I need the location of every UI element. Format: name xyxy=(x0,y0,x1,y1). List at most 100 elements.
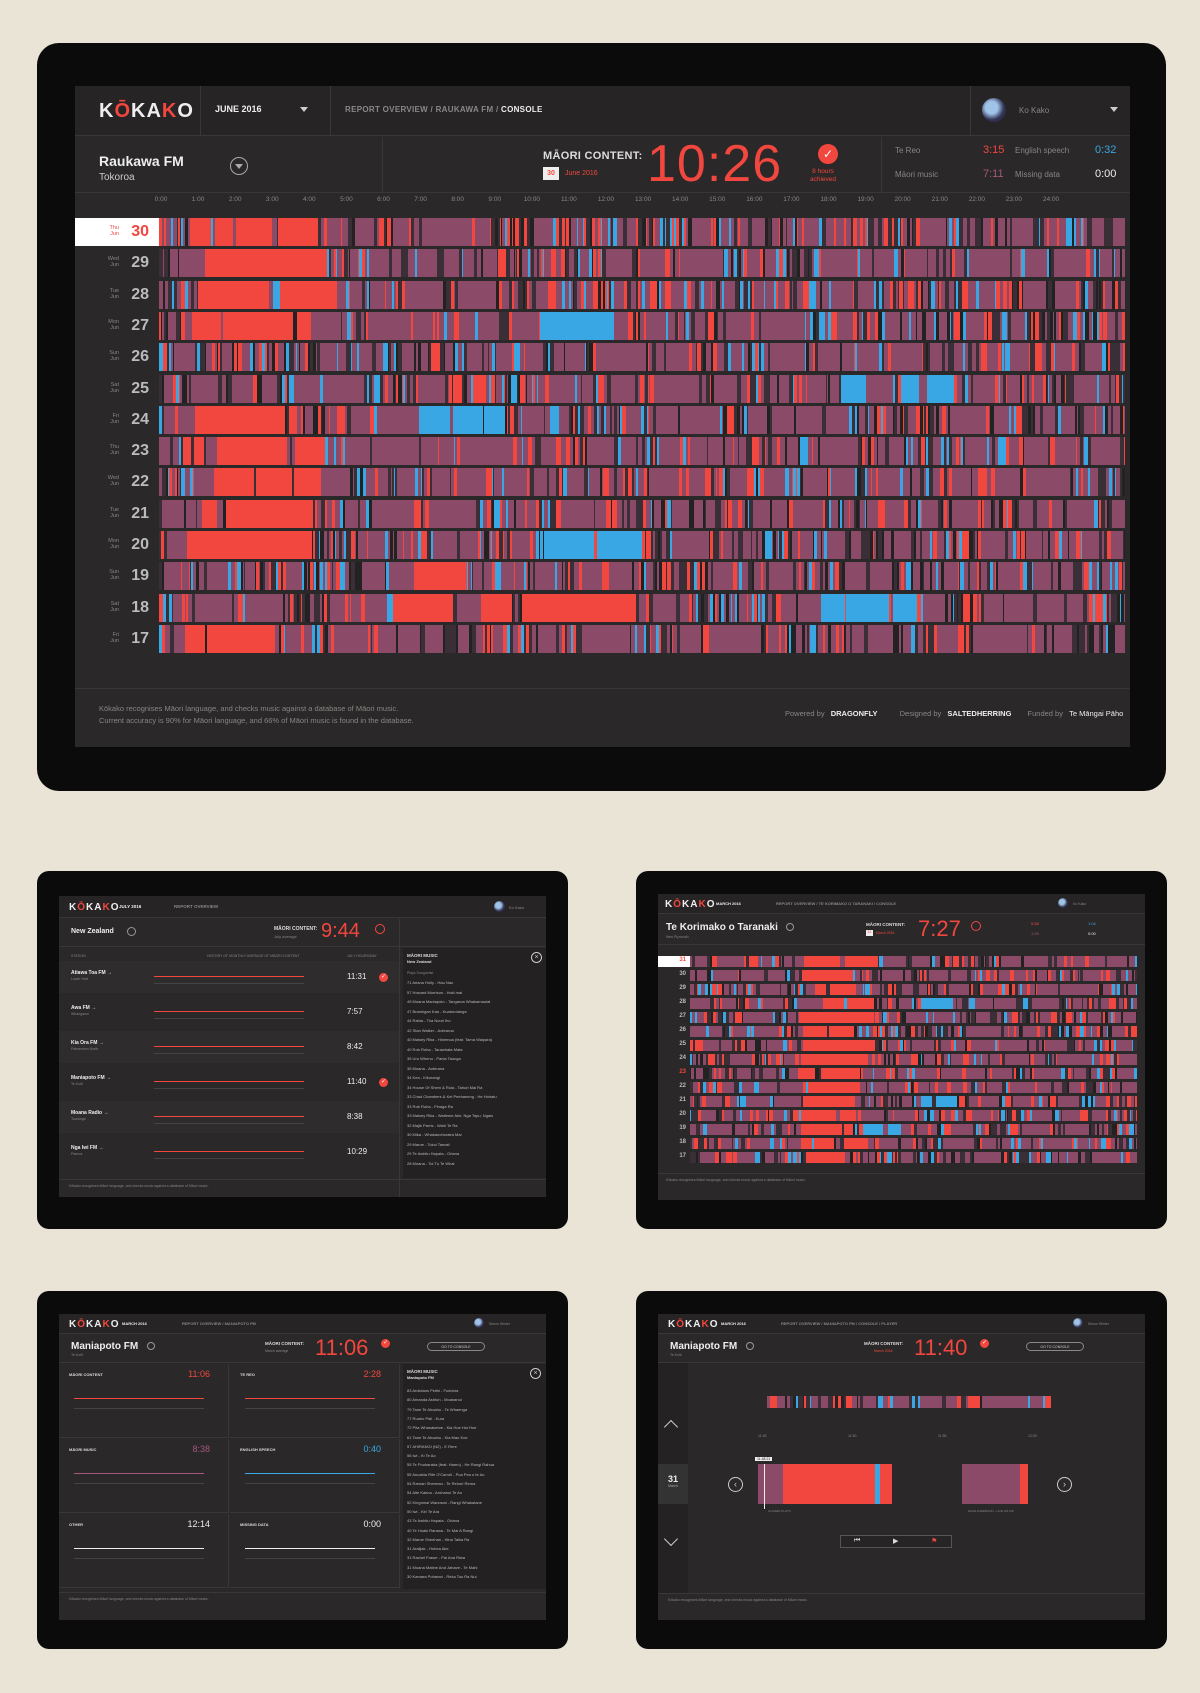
console2-day-label[interactable]: 19 xyxy=(658,1124,690,1135)
console2-day-label[interactable]: 29 xyxy=(658,984,690,995)
heatmap-row[interactable] xyxy=(159,593,1125,622)
station-row[interactable]: Moana Radio → Tauranga 8:38 xyxy=(59,1101,399,1133)
console2-heatmap-row[interactable] xyxy=(690,1040,1137,1051)
song-item[interactable]: 34 House Of Shem & Ruia - Tahuri Mai Ra xyxy=(407,1084,483,1090)
heatmap-row[interactable] xyxy=(159,311,1125,340)
day-label[interactable]: Sat Jun 18 xyxy=(75,594,159,622)
dragonfly-logo[interactable]: DRAGONFLY xyxy=(830,709,878,718)
user-name[interactable]: Ko Kako xyxy=(1019,106,1050,115)
console2-heatmap-row[interactable] xyxy=(690,956,1137,967)
console2-heatmap-row[interactable] xyxy=(690,1054,1137,1065)
heatmap-row[interactable] xyxy=(159,280,1125,309)
song-item[interactable]: 33 Chad Chambers & Kei Peehaneng - He Ho… xyxy=(407,1094,497,1099)
panel-close-icon[interactable]: × xyxy=(531,952,542,963)
heatmap-row[interactable] xyxy=(159,218,1125,246)
day-label[interactable]: Thu Jun 23 xyxy=(75,437,159,465)
console2-month[interactable]: MARCH 2016 xyxy=(716,901,741,906)
song-item[interactable]: 40 Rob Ruha - Tarawhata Mata xyxy=(407,1046,463,1052)
console2-day-label[interactable]: 23 xyxy=(658,1068,690,1079)
console2-day-label[interactable]: 22 xyxy=(658,1082,690,1093)
te-mangai-paho-logo[interactable]: Te Māngai Pāho xyxy=(1069,709,1124,718)
console2-heatmap-row[interactable] xyxy=(690,970,1137,981)
day-label[interactable]: Fri Jun 24 xyxy=(75,406,159,434)
console2-day-label[interactable]: 28 xyxy=(658,998,690,1009)
song-item[interactable]: 33 Maisey Rika - Waiteme Ake, Nga Tapu, … xyxy=(407,1113,494,1118)
day-label[interactable]: Fri Jun 17 xyxy=(75,625,159,653)
station-dropdown-icon[interactable] xyxy=(230,157,248,175)
song-item[interactable]: 49 Moana Maniapoto - Tangaroa Whakamauta… xyxy=(407,999,491,1004)
heatmap-row[interactable] xyxy=(159,343,1125,372)
user-avatar[interactable] xyxy=(982,98,1006,122)
heatmap[interactable] xyxy=(159,218,1125,658)
station-row-name[interactable]: Kia Ora FM → xyxy=(71,1040,104,1046)
console2-heatmap-row[interactable] xyxy=(690,1012,1137,1023)
heatmap-row[interactable] xyxy=(159,249,1125,278)
heatmap-row[interactable] xyxy=(159,374,1125,403)
song-item[interactable]: 35 Uru Whenu - Pania Taonga xyxy=(407,1056,461,1061)
station-row-name[interactable]: Maniapoto FM → xyxy=(71,1075,111,1081)
song-item[interactable]: 30 Mika - Whakanohoraira Mai xyxy=(407,1132,462,1137)
day-label[interactable]: Sun Jun 19 xyxy=(75,562,159,590)
song-item[interactable]: 42 Stan Walker - Aotearoa xyxy=(407,1027,454,1033)
console2-heatmap-row[interactable] xyxy=(690,1026,1137,1037)
console2-day-label[interactable]: 30 xyxy=(658,970,690,981)
day-label[interactable]: Tue Jun 28 xyxy=(75,281,159,309)
song-item[interactable]: 33 Rob Ruha - Pinaga Ra xyxy=(407,1103,453,1109)
breadcrumb-station[interactable]: RAUKAWA FM xyxy=(435,105,494,114)
console2-day-label[interactable]: 31 xyxy=(658,956,690,967)
song-item[interactable]: 34 Kea - Kikorangi xyxy=(407,1075,440,1080)
station-row[interactable]: Awa FM → Whanganui 7:57 xyxy=(59,996,399,1028)
overview-region-icon[interactable] xyxy=(127,927,136,936)
console2-breadcrumb[interactable]: REPORT OVERVIEW / TE KORIMAKO O TARANAKI… xyxy=(776,901,897,906)
console2-heatmap-row[interactable] xyxy=(690,998,1137,1009)
song-item[interactable]: 47 Brannigan Kaa - Kuatorotanga xyxy=(407,1008,467,1014)
console2-heatmap-row[interactable] xyxy=(690,1110,1137,1121)
console2-day-label[interactable]: 17 xyxy=(658,1152,690,1163)
overview-avatar[interactable] xyxy=(494,901,505,912)
station-row[interactable]: Nga Iwi FM → Paeroa 10:29 xyxy=(59,1136,399,1168)
station-row-name[interactable]: Nga Iwi FM → xyxy=(71,1145,104,1151)
console2-day-label[interactable]: 20 xyxy=(658,1110,690,1121)
day-label[interactable]: Thu Jun 30 xyxy=(75,218,165,246)
day-label[interactable]: Tue Jun 21 xyxy=(75,500,159,528)
song-item[interactable]: 29 Maroe - Tokoi Tamatl xyxy=(407,1141,450,1147)
heatmap-row[interactable] xyxy=(159,468,1125,497)
station-row[interactable]: Kia Ora FM → Palmerston North 8:42 xyxy=(59,1031,399,1063)
console2-heatmap-row[interactable] xyxy=(690,984,1137,995)
station-row-name[interactable]: Moana Radio → xyxy=(71,1110,109,1116)
month-selector[interactable]: JUNE 2016 xyxy=(215,104,309,114)
song-item[interactable]: 40 Maisey Rika - Hinemoa (feat. Tama Wai… xyxy=(407,1037,493,1042)
user-menu-chevron-icon[interactable] xyxy=(1110,107,1118,112)
breadcrumb-overview[interactable]: REPORT OVERVIEW xyxy=(345,105,429,114)
heatmap-row[interactable] xyxy=(159,437,1125,466)
overview-month[interactable]: JULY 2016 xyxy=(119,904,142,909)
console2-avatar[interactable] xyxy=(1058,898,1068,908)
station-row[interactable]: Atiawa Toa FM → Lower Hutt 11:31 ✓ xyxy=(59,961,399,993)
song-item[interactable]: 71 Ariana Holly - Hau Nau xyxy=(407,980,454,985)
day-label[interactable]: Sun Jun 26 xyxy=(75,343,159,371)
song-item[interactable]: 29 Te Awhitu Hapata - Oriana xyxy=(407,1151,460,1156)
console2-heatmap-row[interactable] xyxy=(690,1082,1137,1093)
day-label[interactable]: Sat Jun 25 xyxy=(75,375,159,403)
console2-day-label[interactable]: 21 xyxy=(658,1096,690,1107)
console2-day-label[interactable]: 27 xyxy=(658,1012,690,1023)
heatmap-row[interactable] xyxy=(159,531,1125,559)
console2-station-icon[interactable] xyxy=(786,923,794,931)
console2-heatmap-row[interactable] xyxy=(690,1068,1137,1079)
station-row-name[interactable]: Awa FM → xyxy=(71,1005,97,1011)
console2-day-label[interactable]: 26 xyxy=(658,1026,690,1037)
overview-breadcrumb[interactable]: REPORT OVERVIEW xyxy=(174,904,219,909)
song-item[interactable]: 32 Majik Parris - Wairi Te Ra xyxy=(407,1122,458,1128)
day-label[interactable]: Mon Jun 20 xyxy=(75,531,159,559)
console2-heatmap-row[interactable] xyxy=(690,1096,1137,1107)
saltedherring-logo[interactable]: SALTEDHERRING xyxy=(947,709,1012,718)
console2-day-label[interactable]: 25 xyxy=(658,1040,690,1051)
station-row-name[interactable]: Atiawa Toa FM → xyxy=(71,970,113,976)
heatmap-row[interactable] xyxy=(159,405,1125,434)
day-label[interactable]: Mon Jun 27 xyxy=(75,312,159,340)
day-label[interactable]: Wed Jun 29 xyxy=(75,249,159,277)
heatmap-row[interactable] xyxy=(159,562,1125,591)
console2-heatmap[interactable] xyxy=(690,956,1137,1168)
song-item[interactable]: 35 Moana - Aoterana xyxy=(407,1065,445,1071)
heatmap-row[interactable] xyxy=(159,499,1125,528)
